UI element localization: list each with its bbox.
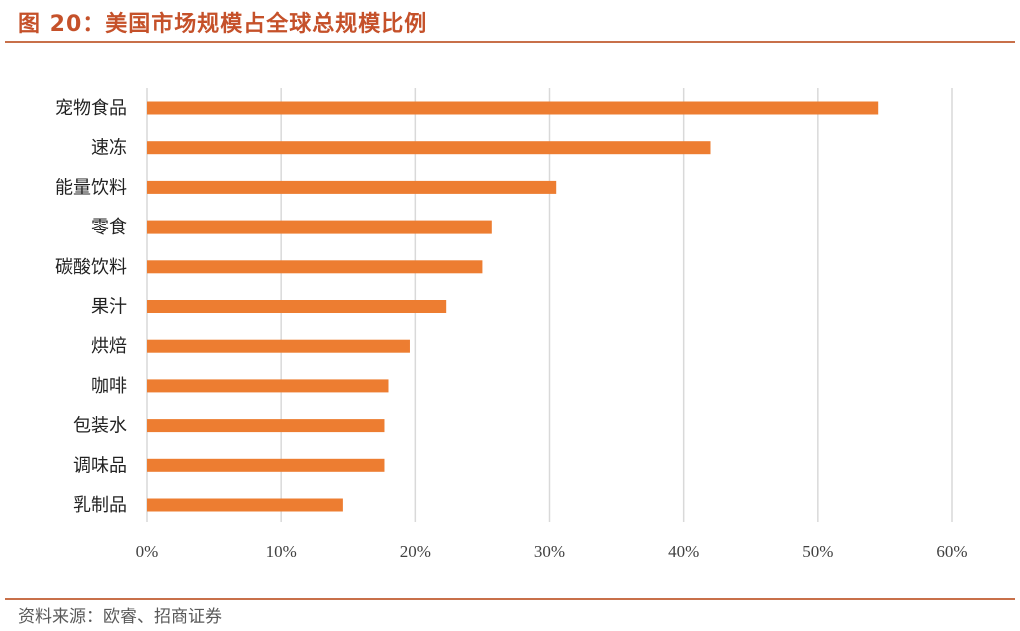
category-label: 调味品 [73, 455, 127, 476]
category-label: 咖啡 [91, 376, 127, 397]
category-label: 能量饮料 [55, 177, 127, 198]
x-tick-label: 50% [802, 542, 833, 561]
x-tick-label: 60% [936, 542, 967, 561]
category-label: 乳制品 [73, 495, 127, 516]
x-tick-label: 10% [266, 542, 297, 561]
category-label: 零食 [91, 217, 127, 238]
category-label: 速冻 [91, 138, 127, 159]
bar [147, 220, 492, 234]
x-tick-label: 20% [400, 542, 431, 561]
title-divider [5, 41, 1015, 43]
bar [147, 339, 410, 353]
category-label: 烘焙 [91, 336, 127, 357]
bar [147, 379, 389, 393]
x-tick-label: 30% [534, 542, 565, 561]
bar [147, 141, 711, 155]
bars [147, 101, 879, 512]
bar [147, 419, 385, 433]
bar [147, 260, 483, 274]
bar [147, 498, 343, 512]
x-tick-label: 0% [136, 542, 159, 561]
category-label: 包装水 [73, 416, 127, 437]
category-label: 果汁 [91, 297, 127, 318]
x-tick-labels: 0% 10% 20% 30% 40% 50% 60% [136, 542, 968, 561]
category-label: 宠物食品 [55, 98, 127, 119]
figure-title: 图 20：美国市场规模占全球总规模比例 [18, 12, 428, 37]
source-divider [5, 598, 1015, 600]
category-label: 碳酸饮料 [55, 257, 127, 278]
bar [147, 101, 879, 115]
bar [147, 180, 557, 194]
source-note: 资料来源：欧睿、招商证券 [18, 607, 222, 627]
gridlines [146, 88, 953, 522]
bar [147, 458, 385, 472]
x-tick-label: 40% [668, 542, 699, 561]
bar [147, 300, 447, 313]
